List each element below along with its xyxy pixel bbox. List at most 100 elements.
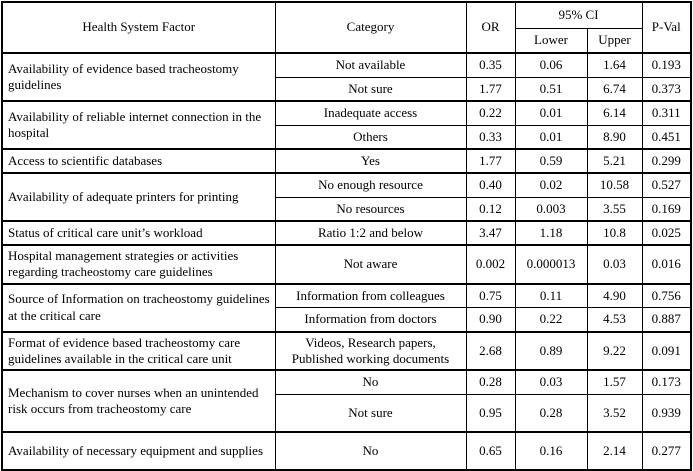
- ci-lower-cell: 0.51: [514, 76, 588, 102]
- header-row: Health System Factor Category OR 95% CI …: [1, 1, 692, 54]
- pval-cell: 0.169: [641, 196, 692, 222]
- pval-cell: 0.887: [641, 307, 692, 332]
- category-cell: Information from colleagues: [274, 282, 467, 308]
- ci-lower-cell: 0.03: [514, 369, 588, 395]
- factor-cell: Access to scientific databases: [1, 148, 276, 174]
- ci-upper-cell: 9.22: [586, 330, 643, 371]
- ci-lower-cell: 0.22: [514, 307, 588, 332]
- ci-lower-cell: 0.000013: [514, 244, 588, 284]
- header-ci-lower: Lower: [514, 27, 588, 54]
- factor-cell: Availability of reliable internet connec…: [1, 100, 276, 150]
- header-pval: P-Val: [641, 1, 692, 54]
- or-cell: 0.90: [465, 307, 516, 332]
- or-cell: 0.12: [465, 196, 516, 222]
- table-row: Source of Information on tracheostomy gu…: [1, 282, 692, 332]
- pval-cell: 0.277: [641, 431, 692, 471]
- category-cell: Not available: [274, 52, 467, 78]
- ci-upper-cell: 8.90: [586, 124, 643, 150]
- or-cell: 3.47: [465, 220, 516, 246]
- or-cell: 1.77: [465, 76, 516, 102]
- ci-lower-cell: 0.16: [514, 431, 588, 471]
- table-row: Mechanism to cover nurses when an uninte…: [1, 369, 692, 433]
- ci-lower-cell: 0.59: [514, 148, 588, 174]
- header-ci-upper: Upper: [586, 27, 643, 54]
- table-row: Availability of reliable internet connec…: [1, 100, 692, 150]
- table-row: Status of critical care unit’s workload …: [1, 220, 692, 246]
- header-subrow: Lower Upper: [2, 27, 691, 54]
- table-row: Others 0.33 0.01 8.90 0.451: [2, 124, 692, 150]
- pval-cell: 0.527: [641, 172, 692, 198]
- factor-cell: Source of Information on tracheostomy gu…: [1, 282, 276, 332]
- category-cell: Not sure: [274, 76, 467, 102]
- pval-cell: 0.756: [641, 282, 692, 308]
- ci-lower-cell: 0.01: [514, 124, 588, 150]
- factor-cell: Format of evidence based tracheostomy ca…: [1, 330, 276, 371]
- table-row: Format of evidence based tracheostomy ca…: [1, 330, 692, 371]
- header-or: OR: [465, 1, 516, 54]
- or-cell: 2.68: [465, 330, 516, 371]
- header-factor: Health System Factor: [1, 1, 276, 54]
- or-cell: 1.77: [465, 148, 516, 174]
- category-cell: No enough resource: [274, 172, 467, 198]
- ci-upper-cell: 3.55: [586, 196, 643, 222]
- or-cell: 0.33: [465, 124, 516, 150]
- factor-cell: Hospital management strategies or activi…: [1, 244, 276, 284]
- ci-lower-cell: 0.02: [514, 172, 588, 198]
- ci-upper-cell: 10.58: [586, 172, 643, 198]
- pval-cell: 0.373: [641, 76, 692, 102]
- table-row: Hospital management strategies or activi…: [1, 244, 692, 284]
- category-cell: Not aware: [274, 244, 467, 284]
- ci-lower-cell: 0.28: [514, 393, 588, 433]
- pval-cell: 0.016: [641, 244, 692, 284]
- ci-lower-cell: 0.89: [514, 330, 588, 371]
- ci-lower-cell: 0.003: [514, 196, 588, 222]
- category-cell: Not sure: [274, 393, 467, 433]
- table-row: Access to scientific databases Yes 1.77 …: [1, 148, 692, 174]
- table-row: Availability of necessary equipment and …: [1, 431, 692, 471]
- ci-lower-cell: 0.11: [514, 282, 588, 308]
- category-cell: Videos, Research papers, Published worki…: [274, 330, 467, 371]
- pval-cell: 0.173: [641, 369, 692, 395]
- or-cell: 0.65: [465, 431, 516, 471]
- factor-cell: Mechanism to cover nurses when an uninte…: [1, 369, 276, 433]
- table-row: Not sure 0.95 0.28 3.52 0.939: [2, 393, 692, 433]
- factor-cell: Availability of necessary equipment and …: [1, 431, 276, 471]
- or-cell: 0.75: [465, 282, 516, 308]
- category-cell: No resources: [274, 196, 467, 222]
- pval-cell: 0.091: [641, 330, 692, 371]
- category-cell: No: [274, 369, 467, 395]
- ci-upper-cell: 3.52: [586, 393, 643, 433]
- pval-cell: 0.451: [641, 124, 692, 150]
- ci-lower-cell: 1.18: [514, 220, 588, 246]
- ci-lower-cell: 0.01: [514, 100, 588, 126]
- factor-cell: Availability of evidence based tracheost…: [1, 52, 276, 102]
- ci-upper-cell: 2.14: [586, 431, 643, 471]
- category-cell: Information from doctors: [274, 307, 467, 332]
- header-category: Category: [274, 1, 467, 54]
- pval-cell: 0.939: [641, 393, 692, 433]
- header-ci: 95% CI: [514, 1, 643, 29]
- table-row: Not sure 1.77 0.51 6.74 0.373: [2, 76, 692, 102]
- table-row: Availability of evidence based tracheost…: [1, 52, 692, 102]
- table-row: No resources 0.12 0.003 3.55 0.169: [2, 196, 692, 222]
- factor-cell: Availability of adequate printers for pr…: [1, 172, 276, 222]
- or-cell: 0.22: [465, 100, 516, 126]
- ci-upper-cell: 1.64: [586, 52, 643, 78]
- or-cell: 0.28: [465, 369, 516, 395]
- category-cell: No: [274, 431, 467, 471]
- ci-upper-cell: 6.14: [586, 100, 643, 126]
- table-row: Information from doctors 0.90 0.22 4.53 …: [2, 307, 692, 332]
- category-cell: Yes: [274, 148, 467, 174]
- ci-upper-cell: 6.74: [586, 76, 643, 102]
- pval-cell: 0.311: [641, 100, 692, 126]
- ci-lower-cell: 0.06: [514, 52, 588, 78]
- or-cell: 0.95: [465, 393, 516, 433]
- pval-cell: 0.299: [641, 148, 692, 174]
- ci-upper-cell: 1.57: [586, 369, 643, 395]
- table-row: Availability of adequate printers for pr…: [1, 172, 692, 222]
- ci-upper-cell: 0.03: [586, 244, 643, 284]
- or-cell: 0.40: [465, 172, 516, 198]
- category-cell: Inadequate access: [274, 100, 467, 126]
- ci-upper-cell: 10.8: [586, 220, 643, 246]
